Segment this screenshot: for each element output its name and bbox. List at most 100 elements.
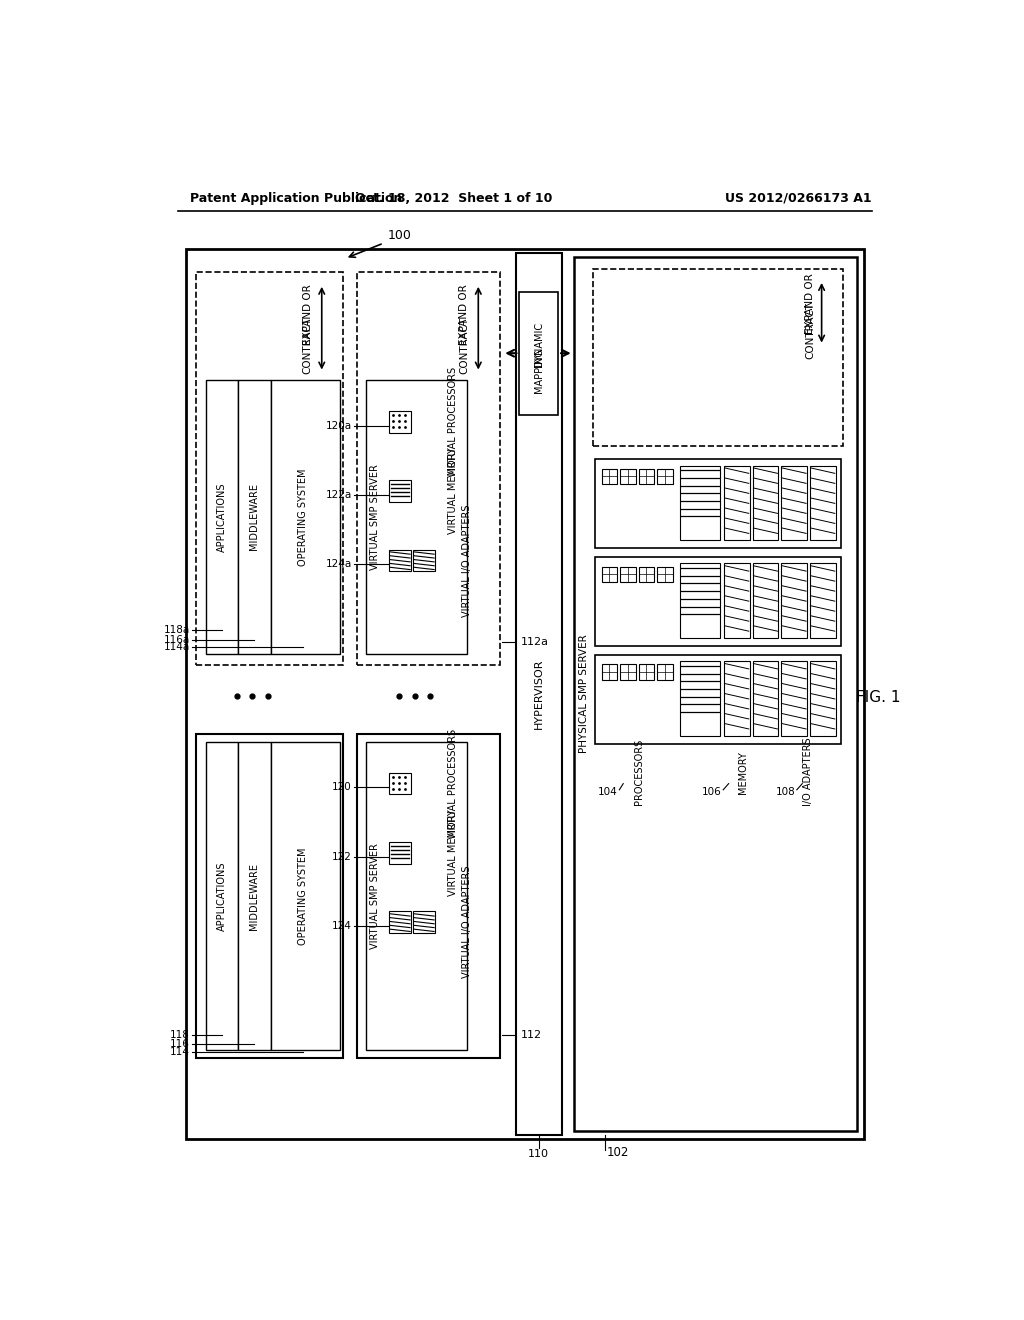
Text: 116a: 116a [164,635,190,644]
Bar [753,661,778,737]
Text: VIRTUAL PROCESSORS: VIRTUAL PROCESSORS [449,367,459,477]
Text: CONTRACT: CONTRACT [303,317,312,374]
Bar [657,664,673,680]
Text: EXPAND OR: EXPAND OR [805,273,815,334]
Text: EXPAND OR: EXPAND OR [460,284,469,345]
Text: OPERATING SYSTEM: OPERATING SYSTEM [298,469,308,565]
Text: 124a: 124a [326,560,352,569]
Text: VIRTUAL SMP SERVER: VIRTUAL SMP SERVER [371,463,380,570]
Text: 112a: 112a [521,638,549,647]
Bar [810,466,836,540]
Text: Oct. 18, 2012  Sheet 1 of 10: Oct. 18, 2012 Sheet 1 of 10 [354,191,552,205]
Bar [389,911,411,933]
Bar [595,655,841,743]
Text: Patent Application Publication: Patent Application Publication [190,191,402,205]
Bar [621,566,636,582]
Text: 108: 108 [775,787,796,797]
Text: 122: 122 [332,851,352,862]
Text: FIG. 1: FIG. 1 [856,690,901,705]
Text: APPLICATIONS: APPLICATIONS [217,862,226,931]
Bar [657,469,673,484]
Text: 106: 106 [701,787,722,797]
Text: 110: 110 [528,1148,549,1159]
Bar [389,411,411,433]
Text: PROCESSORS: PROCESSORS [634,739,644,805]
Text: EXPAND OR: EXPAND OR [303,284,312,345]
Text: VIRTUAL SMP SERVER: VIRTUAL SMP SERVER [371,843,380,949]
Text: 122a: 122a [326,490,352,500]
Text: VIRTUAL I/O ADAPTERS: VIRTUAL I/O ADAPTERS [463,866,472,978]
Bar [781,466,807,540]
Bar [621,469,636,484]
Text: 120: 120 [332,783,352,792]
Text: 124: 124 [332,921,352,931]
Text: 116: 116 [170,1039,190,1049]
Bar [601,664,617,680]
Text: PHYSICAL SMP SERVER: PHYSICAL SMP SERVER [579,635,589,754]
Bar [389,549,411,572]
Text: APPLICATIONS: APPLICATIONS [217,482,226,552]
Text: 104: 104 [598,787,617,797]
Text: US 2012/0266173 A1: US 2012/0266173 A1 [725,191,872,205]
Bar [810,564,836,638]
Text: VIRTUAL PROCESSORS: VIRTUAL PROCESSORS [449,729,459,838]
Text: 112: 112 [521,1030,542,1040]
Bar [639,664,654,680]
Bar [621,664,636,680]
Bar [595,557,841,645]
Bar [680,564,720,638]
Bar [657,566,673,582]
Bar [680,661,720,737]
Text: MEMORY: MEMORY [737,751,748,793]
Bar [238,380,270,653]
Text: 102: 102 [607,1146,630,1159]
Text: MIDDLEWARE: MIDDLEWARE [249,862,259,929]
Text: VIRTUAL MEMORY: VIRTUAL MEMORY [449,447,459,535]
Bar [206,742,238,1051]
Text: CONTRACT: CONTRACT [805,301,815,359]
Bar [753,466,778,540]
Bar [366,380,467,653]
Bar [366,742,467,1051]
Bar [781,661,807,737]
Bar [238,742,270,1051]
Text: HYPERVISOR: HYPERVISOR [534,659,544,729]
Bar [515,253,562,1135]
Text: VIRTUAL I/O ADAPTERS: VIRTUAL I/O ADAPTERS [463,504,472,616]
Bar [724,661,750,737]
Bar [206,380,238,653]
Bar [724,466,750,540]
Bar [753,564,778,638]
Bar [356,734,500,1057]
Text: OPERATING SYSTEM: OPERATING SYSTEM [298,847,308,945]
Bar [601,469,617,484]
Text: MAPPING: MAPPING [534,347,544,392]
Bar [389,774,411,795]
Text: 118a: 118a [164,626,190,635]
Bar [639,566,654,582]
Bar [639,469,654,484]
Bar [680,466,720,540]
Text: VIRTUAL MEMORY: VIRTUAL MEMORY [449,809,459,896]
Text: CONTRACT: CONTRACT [460,317,469,374]
Bar [270,742,340,1051]
Text: 114: 114 [170,1047,190,1056]
Bar [389,842,411,863]
Bar [595,459,841,548]
Text: 100: 100 [388,228,412,242]
Text: 120a: 120a [326,421,352,430]
Bar [197,734,343,1057]
Text: 114a: 114a [164,643,190,652]
Text: I/O ADAPTERS: I/O ADAPTERS [804,738,813,807]
Bar [356,272,500,665]
Text: 118: 118 [170,1030,190,1040]
Bar [781,564,807,638]
Bar [414,911,435,933]
Bar [414,549,435,572]
Bar [186,249,864,1139]
Bar [810,661,836,737]
Bar [389,480,411,502]
Bar [573,257,856,1131]
Bar [270,380,340,653]
Bar [197,272,343,665]
